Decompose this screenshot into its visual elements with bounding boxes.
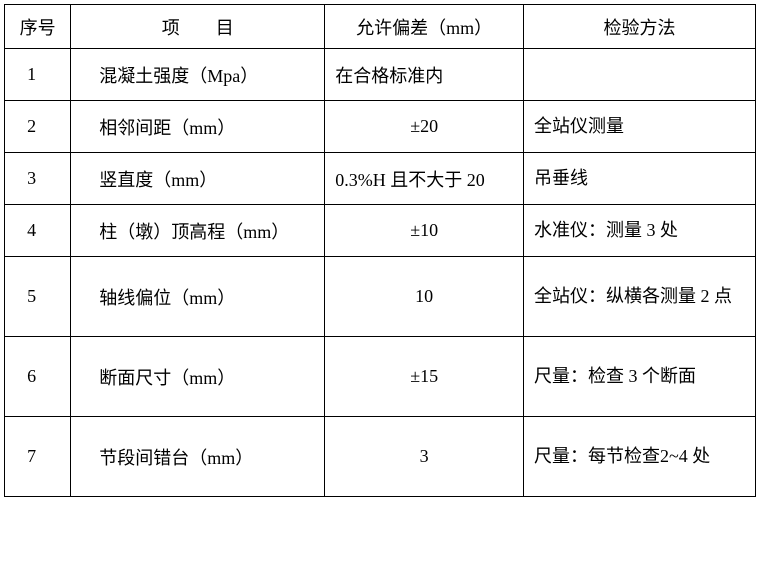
inspection-table: 序号 项 目 允许偏差（mm） 检验方法 1混凝土强度（Mpa）在合格标准内2相… xyxy=(4,4,756,497)
header-tolerance: 允许偏差（mm） xyxy=(325,5,524,49)
cell-seq: 4 xyxy=(5,205,71,257)
table-row: 1混凝土强度（Mpa）在合格标准内 xyxy=(5,49,756,101)
cell-method: 全站仪测量 xyxy=(524,101,756,153)
table-row: 3竖直度（mm）0.3%H 且不大于 20吊垂线 xyxy=(5,153,756,205)
table-row: 6断面尺寸（mm）±15尺量：检查 3 个断面 xyxy=(5,337,756,417)
table-row: 4柱（墩）顶高程（mm）±10水准仪：测量 3 处 xyxy=(5,205,756,257)
cell-item: 轴线偏位（mm） xyxy=(71,257,325,337)
header-method: 检验方法 xyxy=(524,5,756,49)
header-seq: 序号 xyxy=(5,5,71,49)
table-row: 5轴线偏位（mm）10全站仪：纵横各测量 2 点 xyxy=(5,257,756,337)
cell-tolerance: 10 xyxy=(325,257,524,337)
header-item: 项 目 xyxy=(71,5,325,49)
table-row: 2相邻间距（mm）±20全站仪测量 xyxy=(5,101,756,153)
table-header: 序号 项 目 允许偏差（mm） 检验方法 xyxy=(5,5,756,49)
cell-item: 相邻间距（mm） xyxy=(71,101,325,153)
cell-method: 水准仪：测量 3 处 xyxy=(524,205,756,257)
cell-seq: 6 xyxy=(5,337,71,417)
cell-method: 尺量：每节检查2~4 处 xyxy=(524,417,756,497)
cell-item: 混凝土强度（Mpa） xyxy=(71,49,325,101)
cell-method: 尺量：检查 3 个断面 xyxy=(524,337,756,417)
cell-tolerance: 0.3%H 且不大于 20 xyxy=(325,153,524,205)
cell-method: 全站仪：纵横各测量 2 点 xyxy=(524,257,756,337)
cell-item: 竖直度（mm） xyxy=(71,153,325,205)
cell-tolerance: 3 xyxy=(325,417,524,497)
cell-item: 柱（墩）顶高程（mm） xyxy=(71,205,325,257)
table-row: 7节段间错台（mm）3尺量：每节检查2~4 处 xyxy=(5,417,756,497)
cell-item: 断面尺寸（mm） xyxy=(71,337,325,417)
cell-seq: 5 xyxy=(5,257,71,337)
cell-seq: 1 xyxy=(5,49,71,101)
cell-item: 节段间错台（mm） xyxy=(71,417,325,497)
cell-seq: 7 xyxy=(5,417,71,497)
cell-tolerance: ±10 xyxy=(325,205,524,257)
cell-tolerance: 在合格标准内 xyxy=(325,49,524,101)
cell-seq: 2 xyxy=(5,101,71,153)
cell-tolerance: ±20 xyxy=(325,101,524,153)
cell-seq: 3 xyxy=(5,153,71,205)
cell-method xyxy=(524,49,756,101)
cell-tolerance: ±15 xyxy=(325,337,524,417)
cell-method: 吊垂线 xyxy=(524,153,756,205)
table-body: 1混凝土强度（Mpa）在合格标准内2相邻间距（mm）±20全站仪测量3竖直度（m… xyxy=(5,49,756,497)
